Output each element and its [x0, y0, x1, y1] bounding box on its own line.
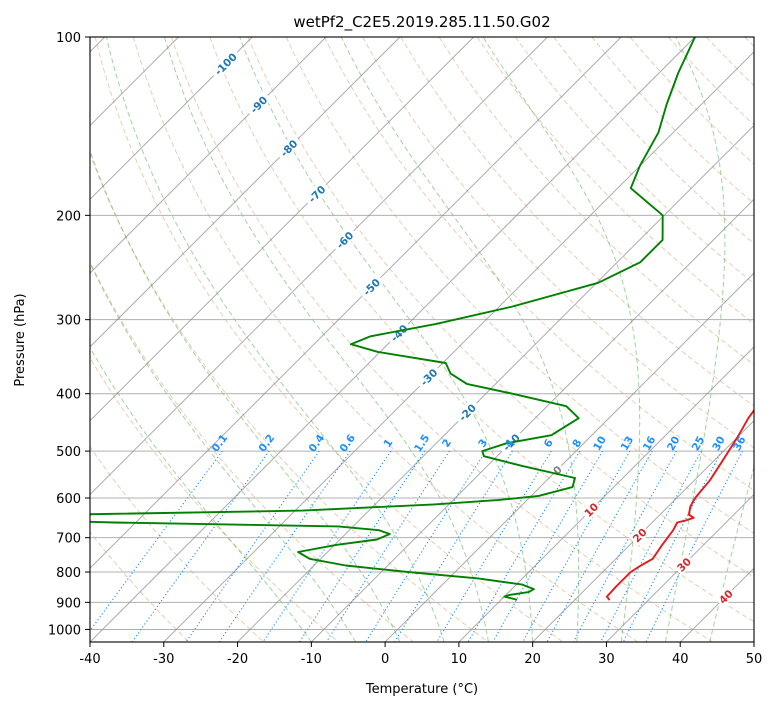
mixing-ratio-line: [365, 450, 487, 642]
pressure-gridlines: [90, 37, 754, 630]
mixing-ratio-line: [467, 450, 581, 642]
moist-adiabat-line: [665, 37, 726, 642]
isotherm-line: [310, 198, 754, 642]
mixing-ratio-line: [622, 450, 723, 642]
isotherm-label-background: [274, 134, 303, 162]
moist-adiabat-line: [239, 37, 534, 642]
isotherms: [90, 37, 754, 642]
isotherm-label-background: [672, 553, 695, 576]
isotherm-line: [384, 272, 754, 642]
isotherm-line: [237, 124, 754, 642]
x-tick-label: 0: [381, 652, 389, 667]
plot-frame: [89, 36, 755, 643]
dewpoint-profile-line: [90, 37, 696, 601]
x-tick-label: -20: [227, 652, 248, 667]
mixing-ratio-line: [600, 450, 702, 642]
mixing-ratio-line: [394, 450, 513, 642]
isotherm-line: [90, 37, 622, 569]
dry-adiabat-line: [90, 260, 414, 642]
isotherm-line: [163, 51, 754, 642]
x-tick-label: -10: [301, 652, 322, 667]
y-tick-label: 600: [56, 492, 81, 507]
x-tick-label: -30: [153, 652, 174, 667]
mixing-ratio-line: [218, 450, 351, 642]
dry-adiabat-line: [553, 37, 754, 245]
isotherm-label-background: [579, 498, 602, 521]
isotherm-label-background: [208, 47, 242, 80]
x-tick-label: 50: [746, 652, 763, 667]
y-tick-label: 200: [56, 209, 81, 224]
mixing-ratio-line: [573, 450, 677, 642]
dry-adiabat-line: [94, 37, 564, 642]
moist-adiabat-line: [163, 37, 489, 642]
mixing-ratio-line: [546, 450, 653, 642]
isotherm-label-background: [244, 90, 272, 118]
y-tick-label: 500: [56, 445, 81, 460]
y-tick-label: 100: [56, 31, 81, 46]
dry-adiabats: [90, 37, 754, 642]
y-axis-label: Pressure (hPa): [13, 293, 28, 386]
dry-adiabat-line: [515, 37, 754, 285]
dry-adiabat-line: [285, 37, 754, 534]
isotherm-label-background: [628, 523, 651, 546]
x-tick-label: 20: [524, 652, 541, 667]
dry-adiabat-line: [400, 37, 754, 407]
moist-adiabat-line: [105, 37, 445, 642]
moist-adiabat-line: [90, 262, 357, 642]
moist-adiabat-line: [482, 37, 641, 642]
dry-adiabat-line: [247, 37, 754, 578]
isotherm-line: [90, 37, 327, 274]
isotherm-line: [90, 37, 475, 422]
y-tick-label: 1000: [48, 623, 81, 638]
y-axis: 100 200 300 400 500 600 700 800 900 1000: [48, 31, 90, 638]
x-tick-label: -40: [79, 652, 100, 667]
dry-adiabat-line: [438, 37, 754, 366]
isotherm-label-background: [453, 398, 481, 426]
isotherm-label-background: [330, 225, 358, 254]
dry-adiabat-line: [323, 37, 754, 491]
y-tick-label: 300: [56, 314, 81, 329]
isotherm-label-background: [548, 460, 566, 479]
moist-adiabat-line: [340, 37, 580, 642]
temperature-profile-line: [605, 408, 754, 601]
dry-adiabat-line: [90, 446, 265, 642]
isotherm-line: [458, 346, 754, 642]
y-tick-label: 800: [56, 566, 81, 581]
dry-adiabat-line: [171, 37, 713, 642]
isotherm-label-background: [302, 179, 331, 208]
isotherm-line: [90, 37, 548, 496]
x-axis: -40 -30 -20 -10 0 10 20 30 40 50: [79, 642, 762, 667]
mixing-ratio-line: [522, 450, 631, 642]
isotherm-label-background: [714, 585, 737, 608]
y-tick-label: 400: [56, 388, 81, 403]
y-tick-label: 900: [56, 596, 81, 611]
isotherm-label-background: [414, 363, 442, 391]
mixing-ratio-line: [90, 450, 223, 632]
x-axis-label: Temperature (°C): [365, 682, 478, 697]
isotherm-line: [606, 493, 754, 642]
moist-adiabat-line: [90, 149, 401, 642]
mixing-ratio-lines: [90, 450, 743, 642]
isotherm-line: [90, 37, 253, 201]
mixing-ratio-line: [492, 450, 604, 642]
sounding-profiles: [90, 37, 754, 601]
dry-adiabat-line: [132, 37, 639, 642]
isotherm-line: [90, 37, 401, 348]
mixing-ratio-line: [436, 450, 552, 642]
y-tick-label: 700: [56, 532, 81, 547]
x-tick-label: 10: [451, 652, 468, 667]
x-tick-label: 40: [672, 652, 689, 667]
dry-adiabat-line: [209, 37, 754, 623]
dry-adiabat-line: [629, 37, 754, 165]
isotherm-label-background: [357, 272, 385, 301]
x-tick-label: 30: [598, 652, 615, 667]
isotherm-label-background: [384, 318, 413, 347]
chart-title: wetPf2_C2E5.2019.285.11.50.G02: [293, 13, 550, 32]
